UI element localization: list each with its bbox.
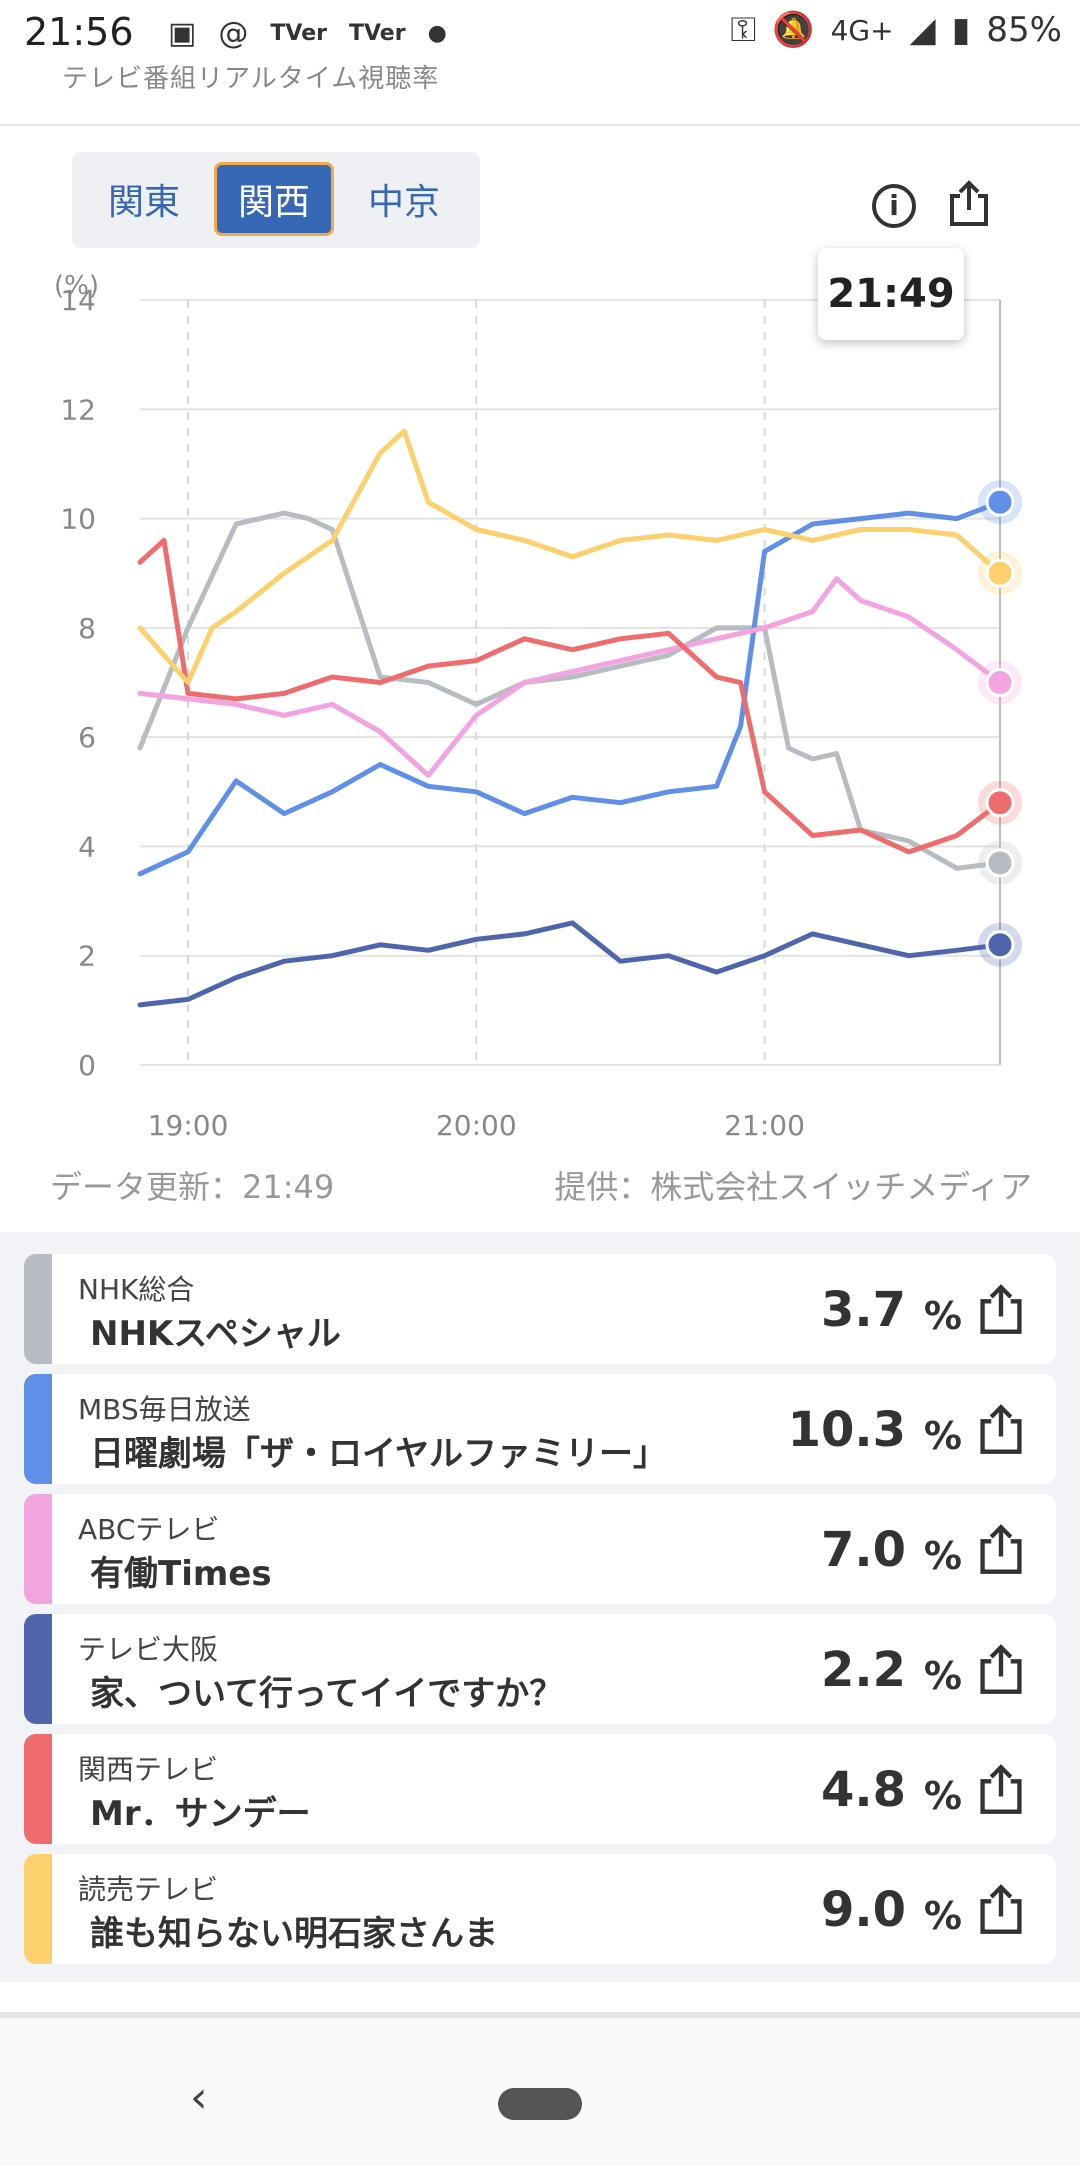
station-name: 読売テレビ — [78, 1873, 219, 1906]
home-pill-icon[interactable] — [498, 2088, 582, 2120]
x-tick-label: 21:00 — [724, 1109, 805, 1142]
program-title: 家、ついて行ってイイですか？ — [90, 1674, 564, 1714]
station-name: NHK総合 — [78, 1273, 195, 1306]
rating-chart-svg: 0 2 4 6 8 10 12 14(%) 19:00 20:00 21:00 — [54, 271, 1022, 1142]
y-tick-label: 4 — [78, 830, 96, 863]
status-time: 21:56 — [24, 10, 134, 54]
back-chevron-icon[interactable]: ‹ — [190, 2072, 208, 2123]
station-name: MBS毎日放送 — [78, 1393, 251, 1426]
rating-chart: 0 2 4 6 8 10 12 14 (%) 19:00 20:00 21:00 — [0, 260, 1080, 1160]
y-tick-label: 12 — [60, 393, 96, 426]
program-card-ytv[interactable]: 読売テレビ 誰も知らない明石家さんま 9.0 % — [24, 1854, 1056, 1964]
battery-percent: 85% — [986, 10, 1062, 50]
system-icons: ⚿ 🔕 4G+ ◢ ▮ 85% — [730, 10, 1062, 50]
time-tooltip: 21:49 — [818, 248, 964, 340]
program-card-abc[interactable]: ABCテレビ 有働Times 7.0 % — [24, 1494, 1056, 1604]
y-tick-label: 10 — [60, 503, 96, 536]
rating-unit: % — [923, 1414, 962, 1458]
image-icon: ▣ — [168, 16, 197, 51]
provider-label: 提供：株式会社スイッチメディア — [554, 1168, 1032, 1206]
notification-icons: ▣ @ TVer TVer ● — [168, 16, 447, 51]
region-tab-group: 関東 関西 中京 — [72, 152, 480, 248]
share-icon[interactable] — [976, 1284, 1026, 1336]
series-end-marker — [985, 487, 1015, 517]
share-icon[interactable] — [976, 1404, 1026, 1456]
station-name: 関西テレビ — [78, 1753, 219, 1786]
system-nav-bar: ‹ — [0, 2012, 1080, 2166]
rating-value: 4.8 — [820, 1762, 906, 1818]
rating-unit: % — [923, 1774, 962, 1818]
program-card-mbs[interactable]: MBS毎日放送 日曜劇場「ザ・ロイヤルファミリー」 10.3 % — [24, 1374, 1056, 1484]
share-icon[interactable] — [946, 180, 992, 228]
program-title: NHKスペシャル — [90, 1314, 341, 1354]
tab-kanto[interactable]: 関東 — [107, 182, 180, 223]
y-tick-label: 0 — [78, 1049, 96, 1082]
rating-value: 7.0 — [820, 1522, 906, 1578]
share-icon[interactable] — [976, 1884, 1026, 1936]
data-updated-label: データ更新：21:49 — [50, 1168, 335, 1206]
color-bar — [24, 1854, 52, 1964]
x-tick-label: 20:00 — [436, 1109, 517, 1142]
series-end-marker — [985, 848, 1015, 878]
tab-kansai[interactable]: 関西 — [214, 162, 334, 236]
signal-icon: ◢ — [909, 10, 936, 50]
rating-unit: % — [923, 1294, 962, 1338]
rating-value: 9.0 — [820, 1882, 906, 1938]
series-line — [137, 537, 1003, 855]
rating-unit: % — [923, 1654, 962, 1698]
battery-icon: ▮ — [951, 10, 971, 50]
silent-bell-icon: 🔕 — [772, 10, 815, 50]
threads-icon: @ — [218, 16, 249, 51]
share-icon[interactable] — [976, 1764, 1026, 1816]
series-line — [137, 499, 1003, 877]
tver-icon: TVer — [348, 21, 406, 46]
station-name: ABCテレビ — [78, 1513, 220, 1546]
share-icon[interactable] — [976, 1524, 1026, 1576]
y-tick-label: 2 — [78, 940, 96, 973]
y-unit-label: (%) — [54, 271, 99, 301]
series-end-marker — [985, 788, 1015, 818]
key-icon: ⚿ — [730, 10, 757, 50]
series-line — [137, 428, 1003, 685]
program-list: NHK総合 NHKスペシャル 3.7 % MBS毎日放送 日曜劇場「ザ・ロイヤル… — [0, 1232, 1080, 1982]
color-bar — [24, 1374, 52, 1484]
series-line — [137, 510, 1003, 871]
y-tick-label: 8 — [78, 612, 96, 645]
rating-unit: % — [923, 1894, 962, 1938]
program-title: 誰も知らない明石家さんま — [90, 1914, 498, 1954]
header-divider — [0, 124, 1080, 126]
series-line — [137, 920, 1003, 1008]
y-tick-label: 14 — [60, 284, 96, 317]
status-bar: 21:56 ▣ @ TVer TVer ● ⚿ 🔕 4G+ ◢ ▮ 85% — [0, 0, 1080, 72]
dot-icon: ● — [427, 21, 447, 46]
share-icon[interactable] — [976, 1644, 1026, 1696]
tver-icon: TVer — [270, 21, 327, 46]
series-line — [137, 576, 1003, 778]
series-end-marker — [985, 558, 1015, 588]
program-title: 有働Times — [90, 1554, 272, 1594]
rating-value: 10.3 — [787, 1402, 906, 1458]
program-card-tvo[interactable]: テレビ大阪 家、ついて行ってイイですか？ 2.2 % — [24, 1614, 1056, 1724]
program-card-nhk[interactable]: NHK総合 NHKスペシャル 3.7 % — [24, 1254, 1056, 1364]
color-bar — [24, 1494, 52, 1604]
color-bar — [24, 1734, 52, 1844]
network-type: 4G+ — [830, 13, 894, 47]
program-title: Mr．サンデー — [90, 1794, 311, 1834]
rating-value: 3.7 — [820, 1282, 906, 1338]
x-tick-label: 19:00 — [148, 1109, 229, 1142]
series-end-marker — [985, 930, 1015, 960]
color-bar — [24, 1614, 52, 1724]
tab-chukyo[interactable]: 中京 — [367, 182, 440, 223]
info-icon[interactable]: i — [872, 184, 916, 228]
station-name: テレビ大阪 — [78, 1633, 219, 1666]
program-card-ktv[interactable]: 関西テレビ Mr．サンデー 4.8 % — [24, 1734, 1056, 1844]
page-title: テレビ番組リアルタイム視聴率 — [62, 64, 440, 94]
program-title: 日曜劇場「ザ・ロイヤルファミリー」 — [90, 1434, 667, 1474]
y-tick-label: 6 — [78, 721, 96, 754]
color-bar — [24, 1254, 52, 1364]
rating-value: 2.2 — [820, 1642, 906, 1698]
series-end-marker — [985, 668, 1015, 697]
rating-unit: % — [923, 1534, 962, 1578]
